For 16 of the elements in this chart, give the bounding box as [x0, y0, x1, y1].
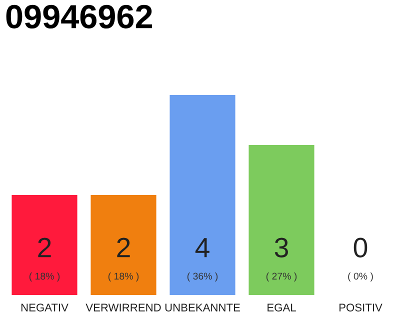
- data-label: 4: [195, 238, 210, 258]
- annotation: ( 18% ): [108, 272, 139, 282]
- annotation: ( 18% ): [29, 272, 60, 282]
- x-tick-label: EGAL: [268, 304, 296, 312]
- annotation: ( 36% ): [187, 272, 218, 282]
- x-tick-label: NEGATIV: [21, 304, 68, 312]
- x-tick-label: UNBEKANNTE: [165, 304, 240, 312]
- x-tick-label: POSITIV: [339, 304, 382, 312]
- annotation: ( 0% ): [348, 272, 373, 282]
- data-label: 3: [274, 238, 288, 258]
- chart-title: 09946962: [6, 4, 152, 28]
- data-label: 2: [38, 238, 51, 258]
- annotation: ( 27% ): [266, 272, 297, 282]
- data-label: 0: [354, 238, 368, 258]
- x-tick-label: VERWIRREND: [86, 304, 161, 312]
- data-label: 2: [117, 238, 130, 258]
